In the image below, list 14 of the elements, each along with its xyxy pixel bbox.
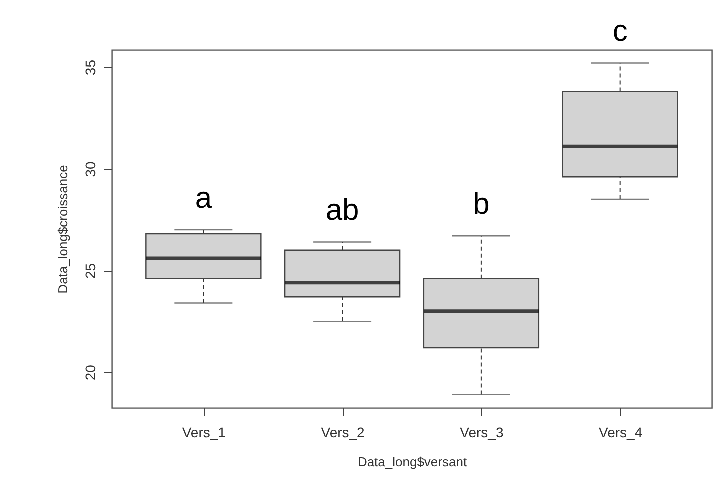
x-tick-label: Vers_1	[182, 424, 226, 440]
annotation: ab	[326, 194, 360, 228]
y-tick-label: 20	[82, 364, 98, 381]
x-axis-title: Data_long$versant	[358, 454, 468, 470]
annotation: a	[195, 182, 212, 216]
y-tick-label: 25	[82, 263, 98, 279]
x-tick-label: Vers_4	[599, 424, 643, 440]
annotation: b	[473, 188, 490, 222]
y-tick-label: 35	[82, 60, 98, 76]
y-tick-label: 30	[82, 161, 98, 178]
y-axis-title: Data_long$croissance	[56, 165, 70, 294]
text: c	[612, 15, 628, 48]
x-tick-label: Vers_3	[460, 424, 504, 440]
x-tick-label: Vers_2	[321, 424, 366, 440]
